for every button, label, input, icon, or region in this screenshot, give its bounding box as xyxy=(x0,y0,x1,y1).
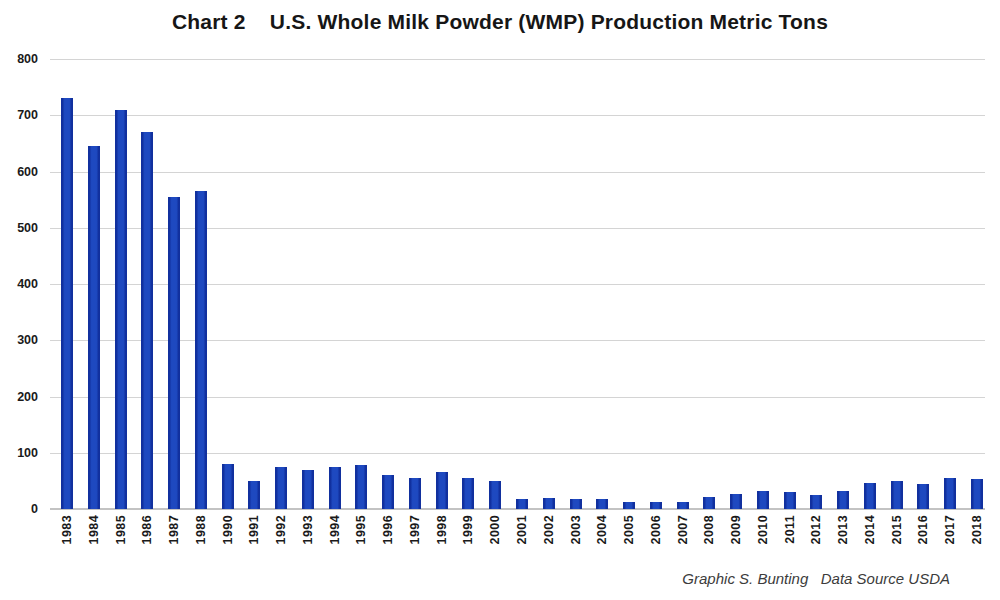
bar-2014 xyxy=(864,483,876,509)
x-tick-label: 1987 xyxy=(167,515,181,559)
x-tick-label: 2009 xyxy=(729,515,743,559)
x-tick-label: 1991 xyxy=(247,515,261,559)
x-tick-label: 1999 xyxy=(461,515,475,559)
bar-2009 xyxy=(730,494,742,509)
y-tick-label: 700 xyxy=(0,108,38,122)
y-tick-label: 800 xyxy=(0,52,38,66)
x-tick-label: 2003 xyxy=(569,515,583,559)
x-tick-label: 1988 xyxy=(194,515,208,559)
x-tick-label: 1995 xyxy=(354,515,368,559)
x-tick-label: 2007 xyxy=(676,515,690,559)
bar-1984 xyxy=(88,146,100,509)
bar-2013 xyxy=(837,491,849,509)
x-tick-label: 2004 xyxy=(595,515,609,559)
x-tick-label: 2008 xyxy=(702,515,716,559)
x-tick-label: 1994 xyxy=(328,515,342,559)
x-tick-label: 2017 xyxy=(943,515,957,559)
bar-1991 xyxy=(248,481,260,509)
bar-1988 xyxy=(195,191,207,509)
gridline xyxy=(50,115,985,116)
gridline xyxy=(50,284,985,285)
bar-2016 xyxy=(917,484,929,509)
bar-1990 xyxy=(222,464,234,509)
x-tick-label: 2001 xyxy=(515,515,529,559)
x-tick-label: 2014 xyxy=(863,515,877,559)
bar-2006 xyxy=(650,502,662,509)
y-axis: 0100200300400500600700800 xyxy=(0,59,38,509)
x-tick-label: 1992 xyxy=(274,515,288,559)
bar-1987 xyxy=(168,197,180,509)
bar-2000 xyxy=(489,481,501,509)
bar-2004 xyxy=(596,499,608,509)
gridline xyxy=(50,59,985,60)
x-tick-label: 1990 xyxy=(221,515,235,559)
bar-1986 xyxy=(141,132,153,509)
x-tick-label: 1986 xyxy=(140,515,154,559)
x-tick-label: 2000 xyxy=(488,515,502,559)
bar-2012 xyxy=(810,495,822,509)
x-tick-label: 1983 xyxy=(60,515,74,559)
bar-1999 xyxy=(462,478,474,509)
footer-credit: Graphic S. Bunting Data Source USDA xyxy=(682,570,950,587)
bar-2018 xyxy=(971,479,983,509)
x-tick-label: 2012 xyxy=(809,515,823,559)
x-tick-label: 2018 xyxy=(970,515,984,559)
bar-2005 xyxy=(623,502,635,509)
bar-2015 xyxy=(891,481,903,509)
bar-2007 xyxy=(677,502,689,509)
x-tick-label: 1996 xyxy=(381,515,395,559)
bar-1998 xyxy=(436,472,448,509)
plot-area xyxy=(50,59,985,509)
bar-1997 xyxy=(409,478,421,509)
x-axis: 1983 1984 1985 1986 1987 1988 1990 1991 1992 1993… xyxy=(50,513,985,563)
bar-2002 xyxy=(543,498,555,509)
bar-1994 xyxy=(329,467,341,509)
gridline xyxy=(50,228,985,229)
bar-1993 xyxy=(302,470,314,509)
y-tick-label: 600 xyxy=(0,165,38,179)
bar-1992 xyxy=(275,467,287,509)
bar-1985 xyxy=(115,110,127,509)
x-tick-label: 2002 xyxy=(542,515,556,559)
page-root: Chart 2 U.S. Whole Milk Powder (WMP) Pro… xyxy=(0,0,1000,600)
x-tick-label: 2006 xyxy=(649,515,663,559)
gridline xyxy=(50,397,985,398)
bar-2001 xyxy=(516,499,528,509)
gridline xyxy=(50,172,985,173)
x-tick-label: 2016 xyxy=(916,515,930,559)
y-tick-label: 100 xyxy=(0,446,38,460)
bar-1995 xyxy=(355,465,367,509)
x-tick-label: 1993 xyxy=(301,515,315,559)
bar-2008 xyxy=(703,497,715,509)
x-tick-label: 1998 xyxy=(435,515,449,559)
chart-title: Chart 2 U.S. Whole Milk Powder (WMP) Pro… xyxy=(0,10,1000,34)
x-tick-label: 1984 xyxy=(87,515,101,559)
x-tick-label: 1985 xyxy=(114,515,128,559)
x-tick-label: 2005 xyxy=(622,515,636,559)
x-tick-label: 2013 xyxy=(836,515,850,559)
bar-2017 xyxy=(944,478,956,509)
y-tick-label: 500 xyxy=(0,221,38,235)
y-tick-label: 200 xyxy=(0,390,38,404)
x-tick-label: 1997 xyxy=(408,515,422,559)
y-tick-label: 400 xyxy=(0,277,38,291)
x-tick-label: 2011 xyxy=(783,515,797,559)
bar-1983 xyxy=(61,98,73,509)
bar-2003 xyxy=(570,499,582,509)
bar-2011 xyxy=(784,492,796,509)
x-tick-label: 2010 xyxy=(756,515,770,559)
y-tick-label: 0 xyxy=(0,502,38,516)
y-tick-label: 300 xyxy=(0,333,38,347)
bar-1996 xyxy=(382,475,394,509)
gridline xyxy=(50,340,985,341)
gridline xyxy=(50,453,985,454)
x-tick-label: 2015 xyxy=(890,515,904,559)
bar-2010 xyxy=(757,491,769,509)
